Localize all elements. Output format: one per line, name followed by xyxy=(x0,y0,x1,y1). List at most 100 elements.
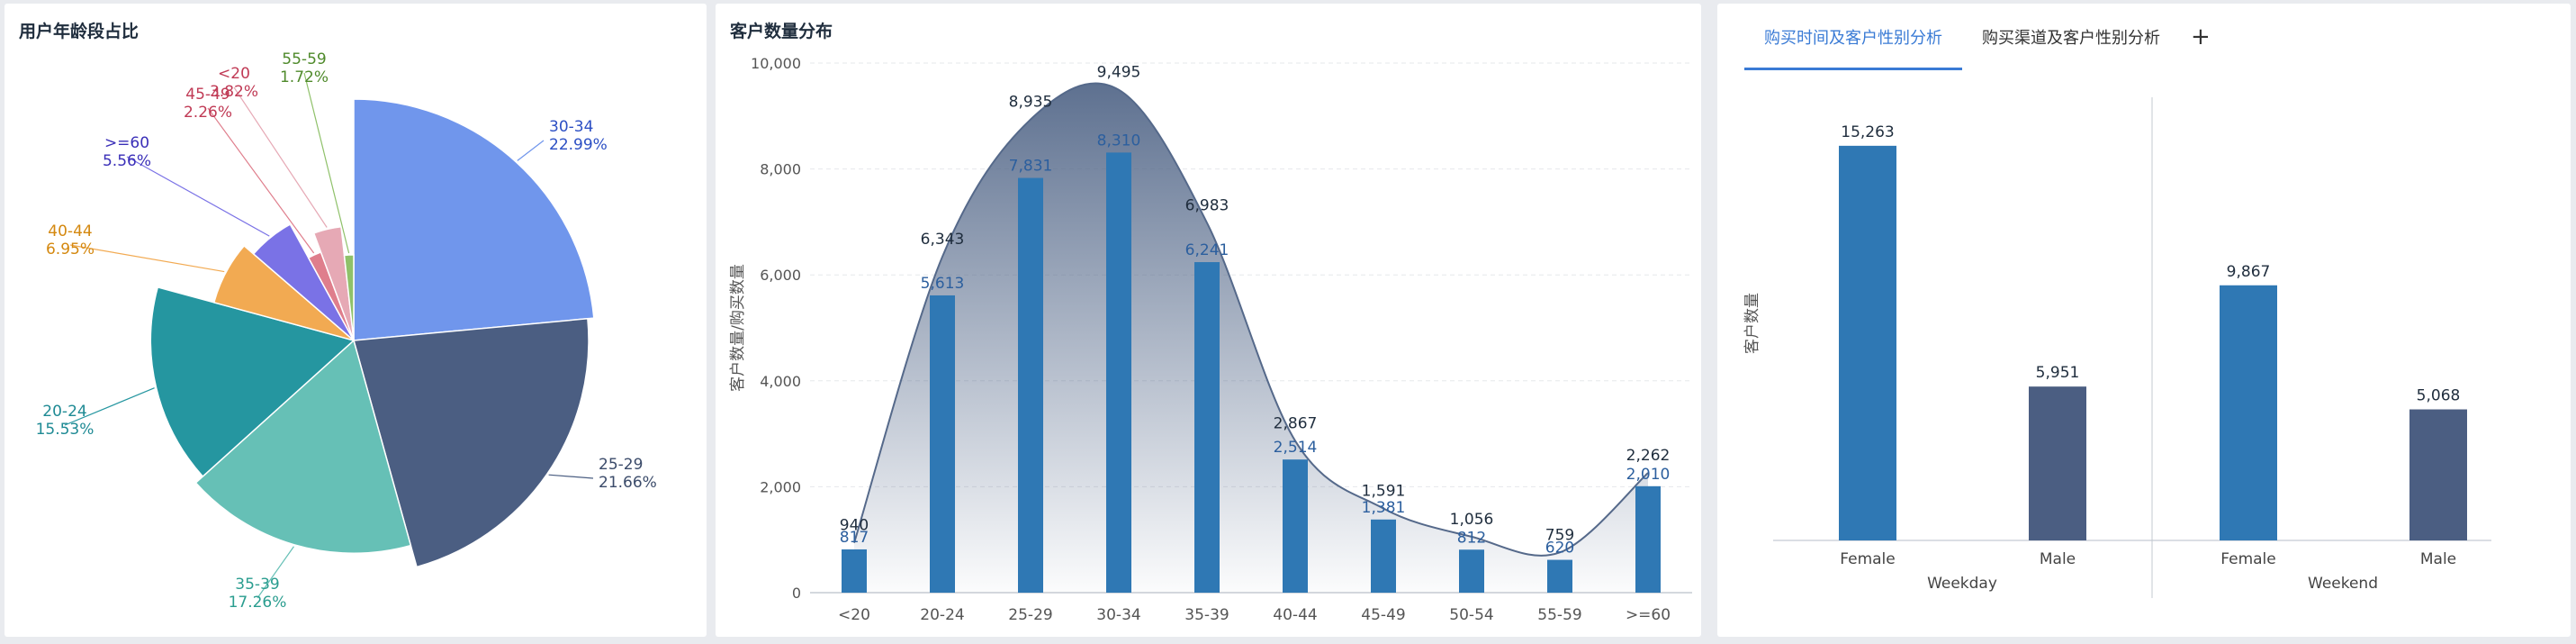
area-value-label: 6,343 xyxy=(921,231,965,249)
age-share-panel: 用户年龄段占比 30-34 22.99% 25-29 21.66% 35-39 17.26… xyxy=(5,4,707,637)
slice-leader-line xyxy=(207,107,315,254)
slice-percent: 15.53% xyxy=(36,421,95,439)
slice-percent: 2.26% xyxy=(184,104,232,122)
bar-value-label: 812 xyxy=(1457,529,1486,547)
slice-leader-line xyxy=(257,546,294,599)
slice-percent: 5.56% xyxy=(103,152,151,170)
x-tick-label: <20 xyxy=(838,606,870,624)
tab-time-gender[interactable]: 购买时间及客户性别分析 xyxy=(1744,4,1962,70)
area-value-label: 2,867 xyxy=(1274,414,1318,432)
bar-value-label: 620 xyxy=(1545,540,1574,558)
bar[interactable] xyxy=(842,549,867,593)
slice-percent: 1.72% xyxy=(280,68,329,86)
area-value-label: 2,262 xyxy=(1626,447,1671,465)
group-label: Weekday xyxy=(1927,575,1997,593)
area-value-label: 759 xyxy=(1545,526,1574,544)
gender-analysis-panel: 购买时间及客户性别分析 购买渠道及客户性别分析 + 客户数量 15,263 Fema… xyxy=(1717,4,2571,637)
rose-slice[interactable] xyxy=(194,339,412,554)
bar-value-label: 5,951 xyxy=(2036,364,2080,382)
panel-title: 用户年龄段占比 xyxy=(19,23,140,41)
tab-bar: 购买时间及客户性别分析 购买渠道及客户性别分析 + xyxy=(1744,4,2221,70)
bar[interactable] xyxy=(1106,152,1131,593)
x-tick-label: 20-24 xyxy=(920,606,964,624)
panel-title: 客户数量分布 xyxy=(730,23,833,41)
area-value-label: 8,935 xyxy=(1009,94,1053,112)
slice-percent: 22.99% xyxy=(549,136,608,154)
bar[interactable] xyxy=(2029,386,2086,540)
slice-label: 55-59 xyxy=(282,50,326,68)
x-tick-label: 55-59 xyxy=(1537,606,1581,624)
slice-percent: 6.95% xyxy=(46,240,95,259)
slice-leader-line xyxy=(548,474,594,479)
area-value-label: 6,983 xyxy=(1185,196,1229,214)
bar-value-label: 9,867 xyxy=(2227,263,2271,281)
add-tab-icon[interactable]: + xyxy=(2191,23,2211,50)
x-tick-label: Female xyxy=(1840,550,1895,568)
bar-value-label: 2,010 xyxy=(1626,466,1671,484)
bar[interactable] xyxy=(1459,549,1484,593)
bar[interactable] xyxy=(930,295,955,593)
slice-label: 45-49 xyxy=(185,86,230,104)
y-axis-title: 客户数量 xyxy=(1743,293,1761,354)
bar-value-label: 5,068 xyxy=(2417,387,2461,405)
slice-label: 25-29 xyxy=(599,456,643,474)
rose-slice[interactable] xyxy=(212,244,355,341)
x-tick-label: 35-39 xyxy=(1184,606,1229,624)
slice-leader-line xyxy=(303,72,350,254)
bar-value-label: 2,514 xyxy=(1274,439,1318,457)
slice-percent: 3.82% xyxy=(210,83,258,101)
rose-slice[interactable] xyxy=(149,286,356,478)
bar[interactable] xyxy=(2409,409,2467,540)
bar-value-label: 5,613 xyxy=(921,275,965,293)
slice-leader-line xyxy=(517,140,545,161)
gender-bar-chart: 客户数量 15,263 Female 5,951 Male 9,867 Female 5,06… xyxy=(1743,97,2491,598)
y-tick-label: 10,000 xyxy=(751,55,801,72)
area-value-label: 9,495 xyxy=(1097,64,1141,82)
slice-label: 30-34 xyxy=(549,118,593,136)
tab-channel-gender[interactable]: 购买渠道及客户性别分析 xyxy=(1982,29,2160,47)
bar-value-label: 7,831 xyxy=(1009,158,1053,176)
group-label: Weekend xyxy=(2308,575,2378,593)
bar[interactable] xyxy=(2220,285,2277,540)
slice-leader-line xyxy=(69,244,225,273)
x-tick-label: 50-54 xyxy=(1449,606,1493,624)
customer-distribution-chart: 02,0004,0006,0008,00010,000客户数量/购买数量8179… xyxy=(729,55,1692,624)
area-value-label: 1,591 xyxy=(1362,482,1406,500)
bar-value-label: 817 xyxy=(840,529,869,547)
bar[interactable] xyxy=(1194,262,1220,593)
slice-percent: 21.66% xyxy=(599,474,657,492)
customer-count-panel: 客户数量分布 0 2,000 4,000 6,000 8,000 10,000 客户数量/购… xyxy=(716,4,1701,637)
area-value-label: 1,056 xyxy=(1450,511,1494,529)
x-tick-label: Male xyxy=(2040,550,2076,568)
x-tick-label: 25-29 xyxy=(1008,606,1052,624)
y-tick-label: 0 xyxy=(792,585,801,602)
slice-label: 35-39 xyxy=(235,576,279,594)
x-tick-label: >=60 xyxy=(1626,606,1671,624)
rose-slice[interactable] xyxy=(353,317,590,568)
rose-slice[interactable] xyxy=(353,98,595,341)
slice-label: <20 xyxy=(218,65,250,83)
x-tick-label: 30-34 xyxy=(1096,606,1140,624)
rose-slice[interactable] xyxy=(252,223,355,341)
bar-value-label: 15,263 xyxy=(1841,123,1894,141)
bar-value-label: 8,310 xyxy=(1097,132,1141,150)
slice-label: 40-44 xyxy=(48,222,92,240)
bar-value-label: 6,241 xyxy=(1185,241,1229,259)
x-tick-label: 45-49 xyxy=(1361,606,1405,624)
y-axis-title: 客户数量/购买数量 xyxy=(729,264,747,392)
slice-leader-line xyxy=(126,156,270,237)
bar[interactable] xyxy=(1635,485,1661,593)
bar[interactable] xyxy=(1018,177,1043,593)
y-tick-label: 4,000 xyxy=(760,373,801,390)
bar[interactable] xyxy=(1283,459,1308,593)
slice-label: 20-24 xyxy=(42,403,86,421)
bar-value-label: 1,381 xyxy=(1362,499,1406,517)
rose-slice[interactable] xyxy=(343,254,355,341)
bar[interactable] xyxy=(1547,559,1572,593)
bar[interactable] xyxy=(1371,519,1396,593)
bar[interactable] xyxy=(1839,145,1896,540)
y-tick-label: 2,000 xyxy=(760,478,801,495)
area-value-label: 940 xyxy=(840,517,869,535)
slice-leader-line xyxy=(64,387,155,426)
